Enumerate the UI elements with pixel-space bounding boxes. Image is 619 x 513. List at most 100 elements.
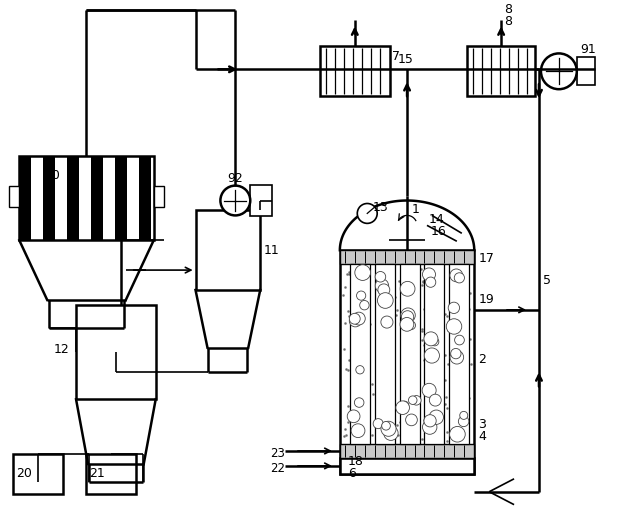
Circle shape	[375, 271, 386, 282]
Circle shape	[460, 411, 468, 420]
Bar	[31, 156, 43, 240]
Text: 8: 8	[504, 15, 512, 28]
Circle shape	[349, 313, 360, 324]
Bar	[19, 156, 31, 240]
Bar	[374, 264, 395, 444]
Text: 12: 12	[54, 343, 70, 356]
Circle shape	[378, 293, 393, 308]
Circle shape	[448, 302, 459, 313]
Bar	[14, 454, 63, 494]
Circle shape	[450, 269, 463, 282]
Text: 20: 20	[16, 467, 32, 480]
Circle shape	[360, 301, 369, 310]
Text: 13: 13	[372, 201, 388, 214]
Circle shape	[220, 186, 250, 215]
Text: 4: 4	[478, 429, 486, 443]
Circle shape	[349, 315, 361, 327]
Bar	[127, 156, 139, 240]
Text: 21: 21	[89, 467, 105, 480]
Circle shape	[400, 318, 414, 331]
Circle shape	[351, 424, 365, 438]
Circle shape	[352, 312, 365, 325]
Text: 18: 18	[348, 456, 364, 468]
Circle shape	[454, 335, 464, 345]
Bar	[340, 250, 474, 474]
Text: 3: 3	[478, 418, 486, 430]
Circle shape	[407, 321, 415, 329]
Circle shape	[401, 311, 413, 323]
Circle shape	[430, 394, 441, 406]
Bar	[350, 264, 370, 444]
Circle shape	[451, 348, 461, 359]
Circle shape	[429, 410, 443, 424]
Text: 8: 8	[504, 3, 512, 16]
Bar	[67, 156, 79, 240]
Circle shape	[375, 279, 389, 292]
Text: 22: 22	[270, 462, 285, 476]
Circle shape	[405, 414, 417, 426]
Bar	[79, 156, 91, 240]
Bar	[86, 454, 136, 494]
Circle shape	[431, 338, 439, 346]
Text: 19: 19	[478, 293, 494, 306]
Bar	[19, 156, 154, 240]
Circle shape	[382, 294, 391, 302]
Bar	[103, 156, 115, 240]
Circle shape	[541, 53, 577, 89]
Bar	[467, 47, 535, 96]
Circle shape	[424, 415, 436, 427]
Circle shape	[355, 265, 371, 281]
Text: 10: 10	[44, 169, 60, 182]
Circle shape	[450, 350, 464, 364]
Circle shape	[355, 398, 364, 407]
Circle shape	[384, 426, 398, 440]
Circle shape	[424, 348, 439, 363]
Bar	[139, 156, 150, 240]
Bar	[150, 156, 154, 240]
Bar	[340, 250, 474, 264]
Text: 16: 16	[431, 225, 447, 238]
Circle shape	[400, 281, 415, 296]
Bar	[91, 156, 103, 240]
Circle shape	[409, 396, 417, 404]
Bar	[400, 264, 420, 444]
Text: 7: 7	[392, 50, 400, 63]
Circle shape	[357, 204, 377, 223]
Text: 5: 5	[543, 273, 551, 287]
Circle shape	[400, 401, 409, 410]
Bar	[320, 47, 389, 96]
Circle shape	[347, 410, 360, 423]
Bar	[250, 185, 272, 216]
Circle shape	[412, 396, 421, 405]
Circle shape	[422, 383, 436, 397]
Bar	[449, 264, 469, 444]
Bar	[76, 305, 156, 399]
Bar	[154, 186, 163, 207]
Circle shape	[381, 421, 396, 436]
Circle shape	[381, 316, 393, 328]
Bar	[196, 210, 260, 290]
Circle shape	[446, 319, 462, 334]
Bar	[577, 57, 595, 85]
Text: 11: 11	[263, 244, 279, 256]
Text: 1: 1	[412, 203, 420, 216]
Circle shape	[357, 291, 366, 300]
Bar	[9, 186, 19, 207]
Circle shape	[400, 308, 415, 323]
Text: 23: 23	[270, 447, 285, 461]
Text: 14: 14	[429, 213, 444, 226]
Circle shape	[422, 268, 436, 281]
Circle shape	[373, 419, 383, 429]
Circle shape	[458, 416, 469, 427]
Circle shape	[396, 401, 409, 415]
Circle shape	[423, 420, 437, 435]
Bar	[55, 156, 67, 240]
Bar	[340, 444, 474, 458]
Text: 2: 2	[478, 353, 486, 366]
Text: 92: 92	[227, 172, 243, 185]
Text: 91: 91	[580, 43, 595, 56]
Text: 15: 15	[397, 53, 413, 66]
Text: 6: 6	[348, 467, 356, 480]
Circle shape	[425, 277, 436, 287]
Circle shape	[454, 273, 464, 283]
